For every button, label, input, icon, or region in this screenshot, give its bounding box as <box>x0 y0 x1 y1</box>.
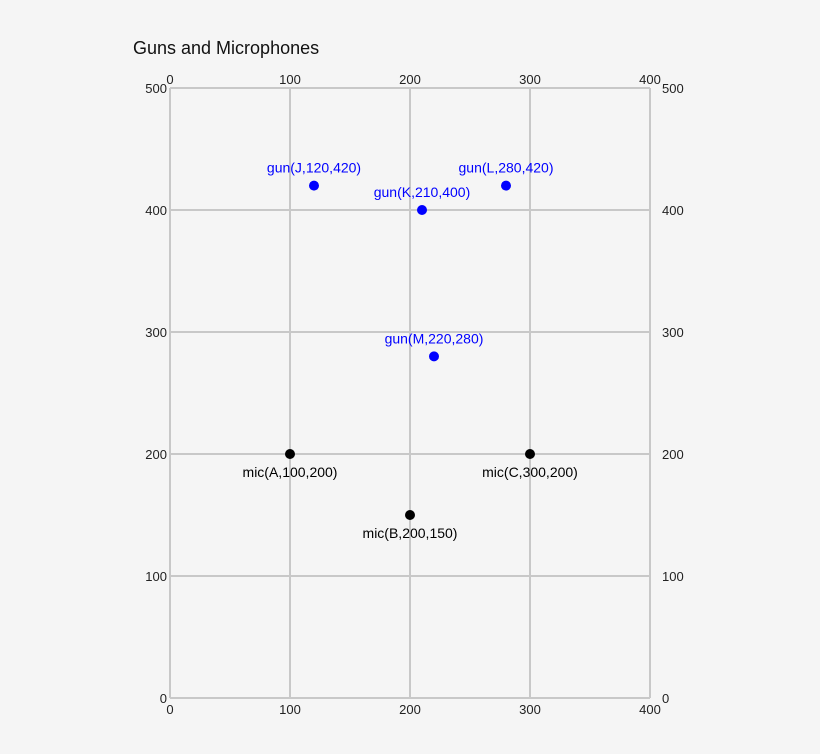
gun-point-K <box>417 205 427 215</box>
y-tick-right: 100 <box>662 569 684 584</box>
gun-label-K: gun(K,210,400) <box>374 184 471 200</box>
mic-point-B <box>405 510 415 520</box>
x-tick-top: 300 <box>519 72 541 87</box>
x-tick-bottom: 0 <box>166 702 173 717</box>
gun-label-J: gun(J,120,420) <box>267 160 361 176</box>
mic-label-C: mic(C,300,200) <box>482 464 578 480</box>
y-tick-right: 500 <box>662 81 684 96</box>
x-tick-top: 100 <box>279 72 301 87</box>
y-tick-right: 400 <box>662 203 684 218</box>
grid-lines <box>169 87 651 699</box>
y-tick-left: 200 <box>145 447 167 462</box>
y-tick-left: 0 <box>160 691 167 706</box>
x-tick-top: 200 <box>399 72 421 87</box>
x-tick-bottom: 200 <box>399 702 421 717</box>
y-tick-left: 300 <box>145 325 167 340</box>
y-tick-left: 400 <box>145 203 167 218</box>
data-points: gun(J,120,420) gun(K,210,400) gun(L,280,42… <box>243 160 578 541</box>
gun-point-L <box>501 180 511 191</box>
x-tick-top: 400 <box>639 72 661 87</box>
x-tick-bottom: 300 <box>519 702 541 717</box>
gun-point-J <box>309 180 319 191</box>
y-tick-right: 200 <box>662 447 684 462</box>
y-tick-left: 500 <box>145 81 167 96</box>
gun-label-M: gun(M,220,280) <box>385 330 484 346</box>
y-tick-left: 100 <box>145 569 167 584</box>
x-tick-bottom: 400 <box>639 702 661 717</box>
mic-label-B: mic(B,200,150) <box>363 525 458 541</box>
y-tick-right: 300 <box>662 325 684 340</box>
y-tick-right: 0 <box>662 691 669 706</box>
x-tick-top: 0 <box>166 72 173 87</box>
x-tick-bottom: 100 <box>279 702 301 717</box>
gun-label-L: gun(L,280,420) <box>459 160 554 176</box>
mic-point-C <box>525 449 535 459</box>
mic-label-A: mic(A,100,200) <box>243 464 338 480</box>
gun-point-M <box>429 351 439 362</box>
mic-point-A <box>285 449 295 459</box>
chart-title: Guns and Microphones <box>133 38 320 58</box>
